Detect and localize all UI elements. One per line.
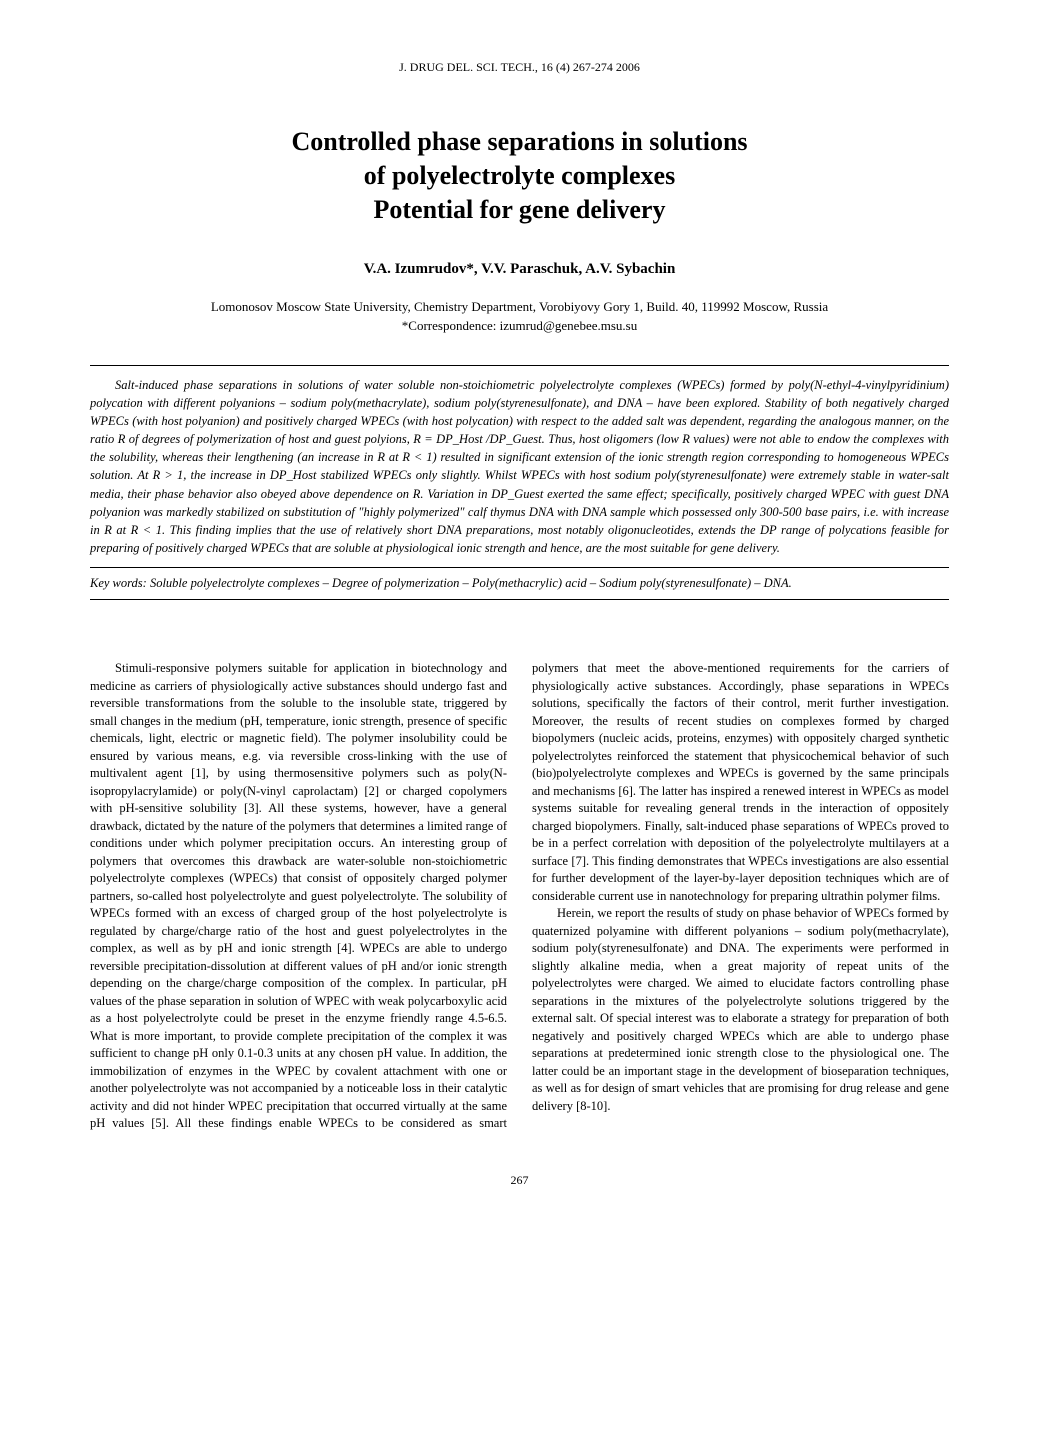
affiliation-address: Lomonosov Moscow State University, Chemi…: [211, 299, 828, 314]
affiliation: Lomonosov Moscow State University, Chemi…: [90, 298, 949, 334]
correspondence-email: *Correspondence: izumrud@genebee.msu.su: [402, 318, 637, 333]
keywords-text: Key words: Soluble polyelectrolyte compl…: [90, 576, 949, 591]
intro-paragraph-2: Herein, we report the results of study o…: [532, 905, 949, 1115]
abstract-section: Salt-induced phase separations in soluti…: [90, 365, 949, 568]
abstract-paragraph: Salt-induced phase separations in soluti…: [90, 376, 949, 557]
title-line-1: Controlled phase separations in solution…: [291, 127, 747, 156]
authors: V.A. Izumrudov*, V.V. Paraschuk, A.V. Sy…: [90, 261, 949, 278]
keywords-section: Key words: Soluble polyelectrolyte compl…: [90, 576, 949, 600]
title-line-3: Potential for gene delivery: [374, 195, 666, 224]
abstract-text: Salt-induced phase separations in soluti…: [90, 376, 949, 557]
paper-title: Controlled phase separations in solution…: [90, 125, 949, 226]
page-number: 267: [90, 1173, 949, 1188]
body-text: Stimuli-responsive polymers suitable for…: [90, 660, 949, 1133]
title-line-2: of polyelectrolyte complexes: [364, 161, 675, 190]
journal-header: J. DRUG DEL. SCI. TECH., 16 (4) 267-274 …: [90, 60, 949, 75]
